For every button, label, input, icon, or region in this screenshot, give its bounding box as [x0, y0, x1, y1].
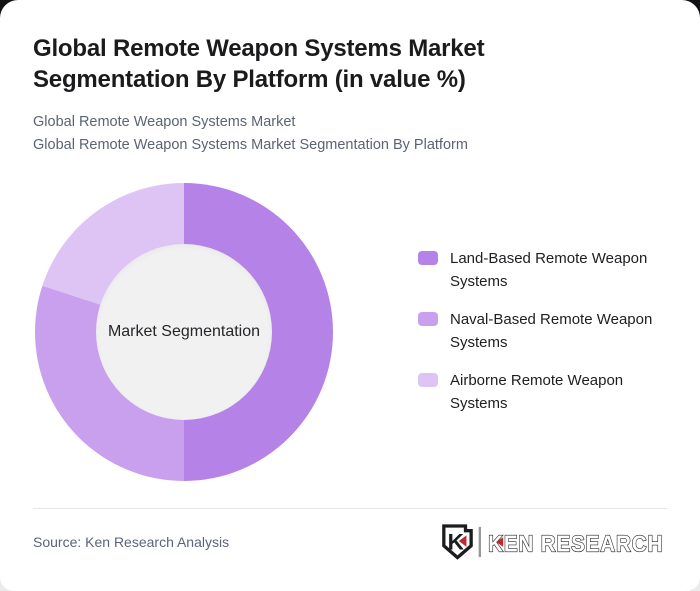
donut-center-label: Market Segmentation: [107, 323, 261, 340]
legend-label: Land-Based Remote Weapon Systems: [450, 250, 648, 290]
legend-swatch: [418, 251, 438, 265]
logo-shield-arrow-icon: [458, 535, 467, 547]
page-title: Global Remote Weapon Systems Market Segm…: [33, 35, 485, 93]
chart-subtitles: Global Remote Weapon Systems Market Glob…: [33, 111, 468, 157]
chart-legend: Land-Based Remote Weapon Systems Naval-B…: [418, 247, 676, 415]
legend-label: Airborne Remote Weapon Systems: [450, 372, 624, 412]
logo-wordmark-arrow-icon: [496, 537, 504, 547]
logo-wordmark-text: KEN RESEARCH: [488, 530, 663, 556]
logo-divider: [478, 526, 482, 558]
footer: Source: Ken Research Analysis K KEN RESE…: [33, 508, 667, 561]
subtitle-line-2: Global Remote Weapon Systems Market Segm…: [33, 137, 468, 153]
source-note: Source: Ken Research Analysis: [33, 534, 230, 550]
legend-swatch: [418, 312, 438, 326]
legend-item-land-based: Land-Based Remote Weapon Systems: [418, 247, 676, 293]
legend-label: Naval-Based Remote Weapon Systems: [450, 311, 653, 351]
ken-research-logo: K KEN RESEARCH: [442, 524, 663, 560]
legend-swatch: [418, 373, 438, 387]
subtitle-line-1: Global Remote Weapon Systems Market: [33, 114, 296, 130]
legend-item-airborne: Airborne Remote Weapon Systems: [418, 369, 676, 415]
logo-shield-icon: K: [442, 524, 473, 560]
donut-ring: Market Segmentation: [35, 183, 333, 481]
donut-center: Market Segmentation: [96, 244, 272, 420]
legend-item-naval-based: Naval-Based Remote Weapon Systems: [418, 308, 676, 354]
logo-monogram: K: [448, 530, 465, 555]
logo-wordmark: KEN RESEARCH: [487, 530, 663, 557]
